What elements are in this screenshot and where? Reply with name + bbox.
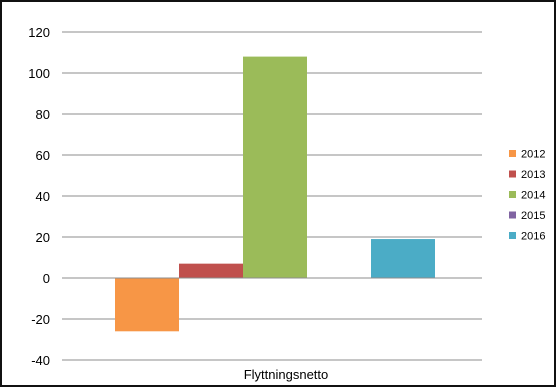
legend-swatch-2014	[509, 191, 516, 198]
x-axis-category-label: Flyttningsnetto	[244, 367, 329, 382]
legend: 2012 2013 2014 2015 2016	[509, 149, 545, 243]
legend-label-2014: 2014	[521, 190, 545, 202]
y-tick-label: 80	[36, 107, 50, 122]
y-tick-label: 0	[43, 271, 50, 286]
bar-series	[115, 56, 435, 332]
legend-swatch-2015	[509, 211, 516, 219]
legend-label-2013: 2013	[521, 169, 545, 181]
bar-2016	[371, 239, 435, 278]
y-tick-label: 60	[36, 148, 50, 163]
y-tick-label: 20	[36, 230, 50, 245]
legend-swatch-2016	[509, 232, 516, 239]
y-tick-label: 40	[36, 189, 50, 204]
legend-label-2012: 2012	[521, 149, 545, 161]
y-tick-label: 120	[28, 25, 50, 40]
y-tick-label: -40	[31, 353, 50, 368]
legend-swatch-2013	[509, 170, 516, 178]
y-tick-label: -20	[31, 312, 50, 327]
bar-2014	[243, 56, 307, 278]
y-tick-label: 100	[28, 66, 50, 81]
bar-2012	[115, 278, 179, 332]
legend-label-2016: 2016	[521, 231, 545, 243]
legend-swatch-2012	[509, 150, 516, 157]
bar-2013	[179, 263, 243, 278]
y-axis-tick-labels: -40 -20 0 20 40 60 80 100 120	[28, 25, 50, 368]
legend-label-2015: 2015	[521, 210, 545, 222]
